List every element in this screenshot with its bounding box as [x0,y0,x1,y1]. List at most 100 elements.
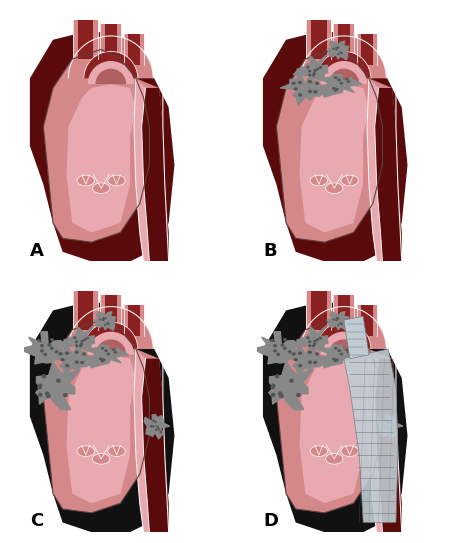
Polygon shape [319,74,362,97]
Ellipse shape [38,393,43,397]
Polygon shape [86,345,129,368]
Ellipse shape [99,358,103,360]
Ellipse shape [308,70,311,73]
Ellipse shape [154,421,157,424]
Polygon shape [367,349,402,532]
Wedge shape [328,69,359,84]
Ellipse shape [42,374,46,378]
Ellipse shape [77,175,94,186]
Ellipse shape [100,359,104,362]
Ellipse shape [79,344,82,348]
Polygon shape [338,295,350,324]
Ellipse shape [157,428,160,431]
Wedge shape [301,36,386,78]
Ellipse shape [339,322,342,324]
Ellipse shape [104,324,107,326]
Ellipse shape [392,431,395,433]
Ellipse shape [65,364,69,367]
Polygon shape [19,332,65,364]
Ellipse shape [104,349,108,352]
Ellipse shape [293,87,298,91]
Wedge shape [88,332,134,355]
Ellipse shape [313,72,316,75]
Ellipse shape [332,358,336,360]
Ellipse shape [337,317,340,319]
Ellipse shape [308,74,311,77]
Ellipse shape [47,343,51,346]
Polygon shape [43,49,149,242]
Ellipse shape [40,344,44,348]
Wedge shape [317,322,371,349]
Ellipse shape [292,352,296,356]
Text: C: C [30,513,43,531]
Polygon shape [105,24,117,53]
Ellipse shape [388,428,391,431]
Polygon shape [327,312,349,330]
Polygon shape [344,349,398,522]
Ellipse shape [40,349,44,352]
Polygon shape [134,78,149,262]
Ellipse shape [155,428,157,431]
Ellipse shape [308,344,311,347]
Text: B: B [263,242,276,260]
Polygon shape [43,320,149,513]
Ellipse shape [319,66,322,69]
Ellipse shape [315,352,319,356]
Polygon shape [338,24,350,53]
Wedge shape [84,52,138,78]
Polygon shape [100,295,121,324]
Wedge shape [321,61,367,84]
Ellipse shape [345,348,349,351]
Polygon shape [142,88,169,262]
Polygon shape [66,84,136,232]
Polygon shape [361,305,373,336]
Polygon shape [276,49,383,242]
Ellipse shape [113,351,117,353]
Ellipse shape [108,323,110,325]
Polygon shape [100,24,121,53]
Ellipse shape [337,79,341,81]
Polygon shape [73,21,98,59]
Text: A: A [30,242,44,260]
Ellipse shape [313,361,318,364]
Ellipse shape [152,425,155,428]
Ellipse shape [271,393,276,397]
Ellipse shape [298,364,302,367]
Ellipse shape [288,350,292,353]
Ellipse shape [37,385,42,389]
Ellipse shape [312,344,315,348]
Ellipse shape [308,90,312,93]
Ellipse shape [270,385,275,389]
Ellipse shape [271,383,275,388]
Polygon shape [263,30,408,262]
Ellipse shape [298,81,302,84]
Ellipse shape [292,81,296,85]
Polygon shape [375,88,402,262]
Wedge shape [68,36,153,78]
Polygon shape [306,21,331,59]
Ellipse shape [306,336,310,339]
Ellipse shape [313,69,317,72]
Ellipse shape [334,359,337,362]
Ellipse shape [102,317,105,319]
Polygon shape [30,301,174,532]
Ellipse shape [315,81,319,85]
Polygon shape [333,24,355,53]
Ellipse shape [75,344,78,347]
Ellipse shape [335,358,339,361]
Polygon shape [367,78,402,262]
Ellipse shape [108,175,125,186]
Ellipse shape [102,358,106,361]
Ellipse shape [316,338,319,341]
Polygon shape [375,358,402,532]
Polygon shape [145,414,170,439]
Ellipse shape [346,351,350,353]
Ellipse shape [336,317,338,319]
Ellipse shape [270,339,274,342]
Ellipse shape [340,52,343,54]
Ellipse shape [45,392,50,396]
Polygon shape [300,355,369,503]
Wedge shape [68,307,153,349]
Wedge shape [321,332,367,355]
Polygon shape [36,362,80,410]
